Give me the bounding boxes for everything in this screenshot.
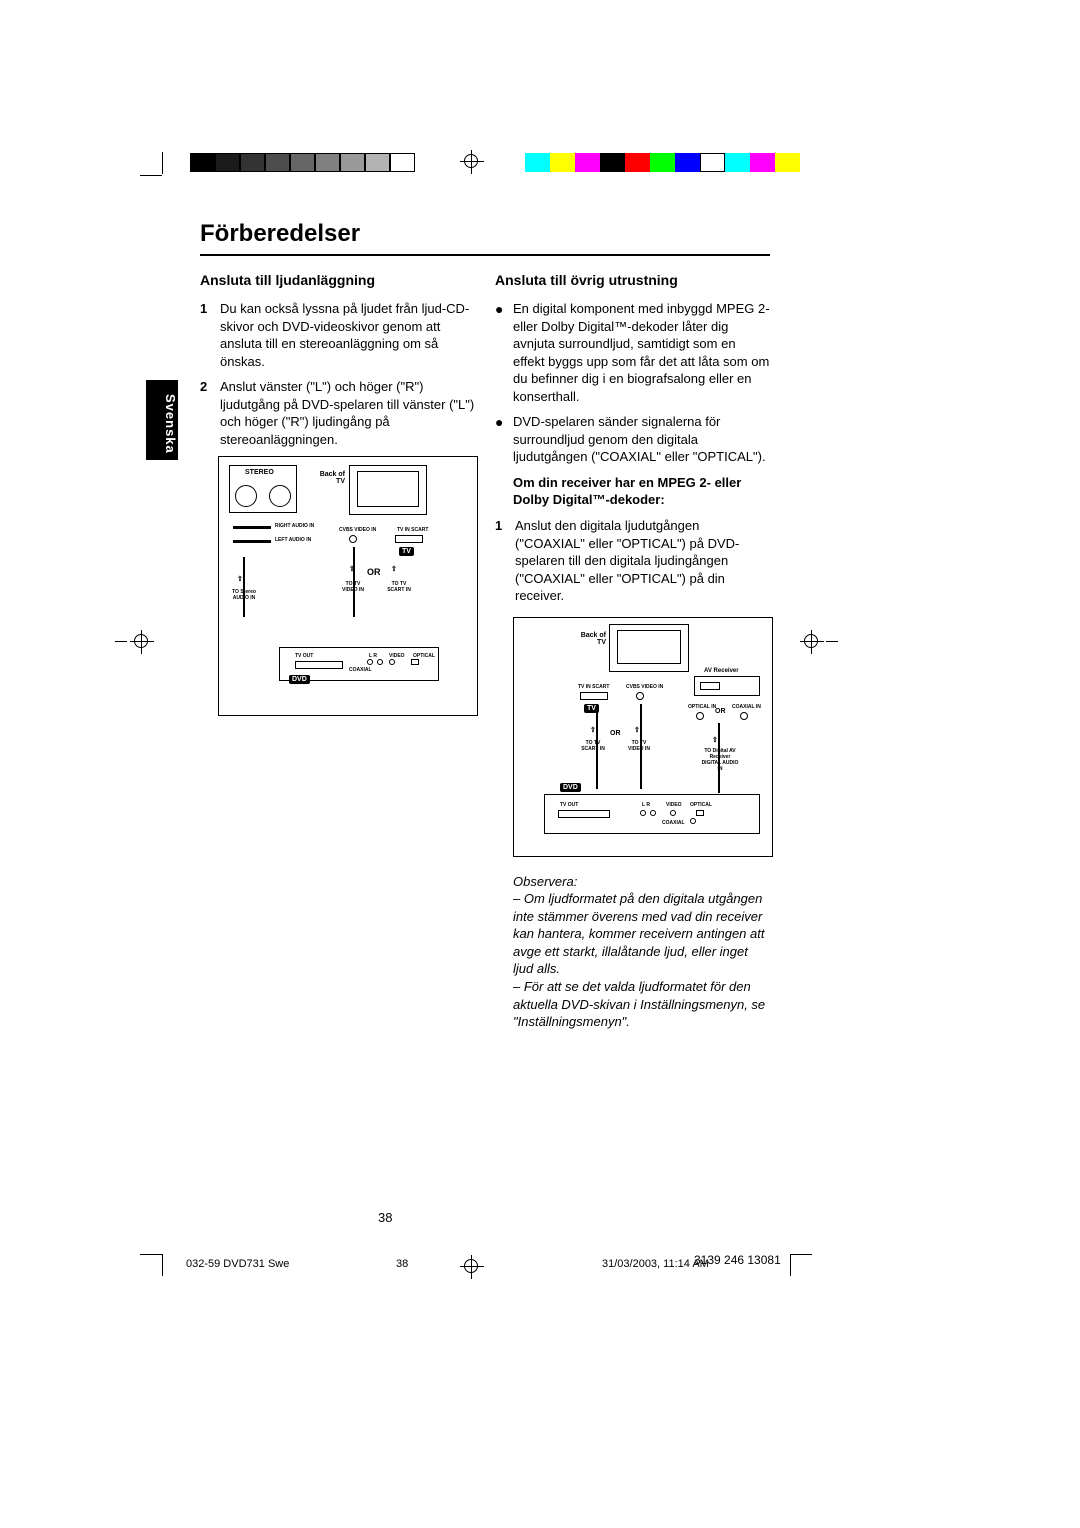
grayscale-color-bar: [190, 153, 415, 172]
left-subheading: Ansluta till ljudanläggning: [200, 272, 475, 288]
bullet-icon: ●: [495, 300, 513, 405]
note-text: – Om ljudformatet på den digitala utgång…: [513, 890, 770, 978]
note-label: Observera:: [513, 873, 770, 891]
title-rule: [200, 254, 770, 256]
language-tab: Svenska: [146, 380, 178, 460]
list-text: Anslut vänster ("L") och höger ("R") lju…: [220, 378, 475, 448]
list-text: Anslut den digitala ljudutgången ("COAXI…: [515, 517, 770, 605]
list-number: 2: [200, 378, 220, 448]
bullet-text: DVD-spelaren sänder signalerna för surro…: [513, 413, 770, 466]
note-block: Observera: – Om ljudformatet på den digi…: [513, 873, 770, 1031]
footer-date: 31/03/2003, 11:14 AM: [602, 1258, 709, 1270]
page-title: Förberedelser: [200, 220, 770, 248]
registration-mark-icon: [460, 1255, 484, 1279]
note-text: – För att se det valda ljudformatet för …: [513, 978, 770, 1031]
list-number: 1: [495, 517, 515, 605]
registration-mark-icon: [460, 150, 484, 174]
list-number: 1: [200, 300, 220, 370]
registration-mark-icon: [130, 630, 154, 654]
right-subheading: Ansluta till övrig utrustning: [495, 272, 770, 288]
footer-code: 3139 246 13081: [694, 1253, 781, 1267]
bullet-icon: ●: [495, 413, 513, 466]
registration-mark-icon: [800, 630, 824, 654]
page-number: 38: [378, 1210, 392, 1225]
connection-diagram-receiver: Back of TV AV Receiver TV IN SCART CVBS …: [513, 617, 773, 857]
sub-bold-heading: Om din receiver har en MPEG 2- eller Dol…: [513, 474, 770, 509]
list-text: Du kan också lyssna på ljudet från ljud-…: [220, 300, 475, 370]
footer-left: 032-59 DVD731 Swe: [186, 1258, 289, 1270]
color-bar: [525, 153, 800, 172]
footer-mid: 38: [396, 1258, 408, 1270]
bullet-text: En digital komponent med inbyggd MPEG 2-…: [513, 300, 770, 405]
connection-diagram-stereo: STEREO Back of TV RIGHT AUDIO IN LEFT AU…: [218, 456, 478, 716]
